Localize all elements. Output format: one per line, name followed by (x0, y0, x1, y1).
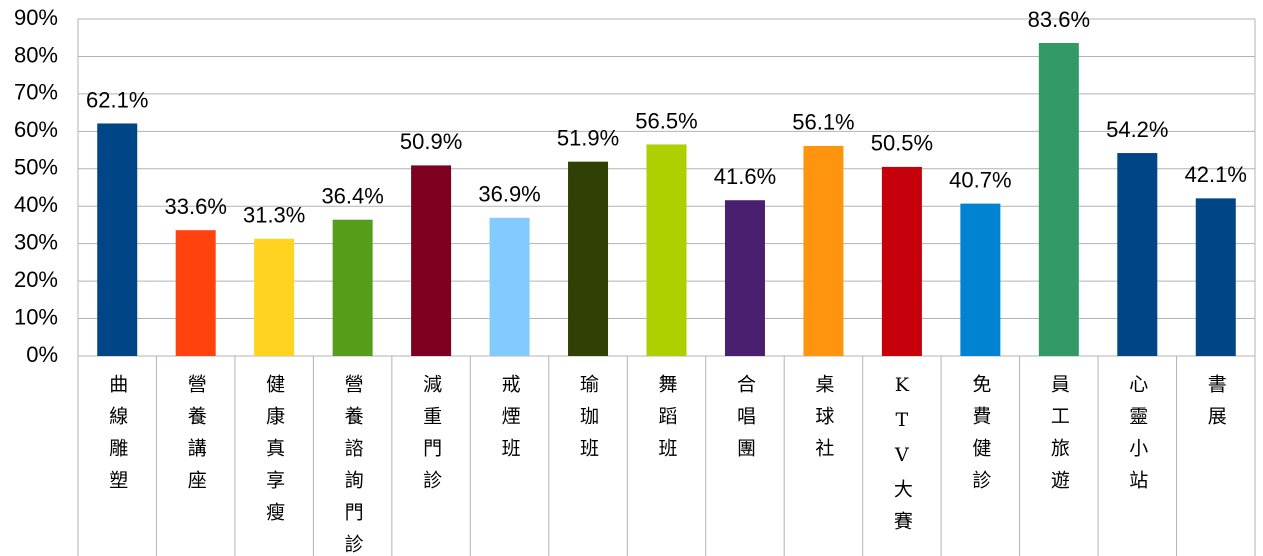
x-tick-label: 免費健診 (969, 374, 991, 502)
bar (1117, 153, 1158, 356)
value-label: 36.9% (478, 182, 540, 207)
bar (411, 165, 452, 356)
y-tick-label: 50% (14, 155, 58, 180)
bar (97, 123, 138, 356)
y-tick-label: 90% (14, 5, 58, 30)
y-tick-label: 40% (14, 192, 58, 217)
x-tick-label: 舞蹈班 (656, 374, 678, 470)
x-tick-label: 戒煙班 (499, 374, 521, 470)
bar (960, 203, 1001, 356)
x-tick-label: 書展 (1205, 374, 1227, 438)
value-label: 51.9% (557, 125, 619, 150)
bar (803, 145, 844, 356)
value-label: 83.6% (1028, 7, 1090, 32)
value-label: 36.4% (321, 184, 383, 209)
bar (1195, 198, 1236, 356)
x-tick-label: 桌球社 (812, 374, 834, 470)
x-tick-label: 健康真享瘦 (263, 374, 285, 534)
value-label: 42.1% (1185, 162, 1247, 187)
bar (646, 144, 687, 356)
value-label: 40.7% (949, 167, 1011, 192)
value-label: 41.6% (714, 164, 776, 189)
value-label: 50.9% (400, 129, 462, 154)
value-label: 56.5% (635, 108, 697, 133)
y-tick-label: 0% (26, 342, 58, 367)
x-tick-label: 瑜珈班 (577, 374, 599, 470)
bar (724, 200, 765, 356)
bar (568, 161, 609, 356)
y-tick-label: 20% (14, 267, 58, 292)
bar (175, 230, 216, 356)
y-tick-label: 80% (14, 42, 58, 67)
y-tick-label: 70% (14, 80, 58, 105)
value-label: 31.3% (243, 203, 305, 228)
value-label: 50.5% (871, 131, 933, 156)
x-tick-label: 營養講座 (185, 374, 207, 502)
x-tick-label: 員工旅遊 (1048, 374, 1070, 502)
bar (881, 166, 922, 356)
x-tick-label: KTV大賽 (891, 374, 913, 543)
bar (332, 219, 373, 356)
y-tick-label: 10% (14, 304, 58, 329)
y-tick-label: 60% (14, 117, 58, 142)
value-label: 54.2% (1106, 117, 1168, 142)
bar (489, 217, 530, 356)
y-tick-label: 30% (14, 229, 58, 254)
x-tick-label: 減重門診 (420, 374, 442, 502)
x-tick-label: 曲線雕塑 (106, 374, 128, 502)
x-tick-label: 心靈小站 (1126, 374, 1148, 502)
x-tick-label: 營養諮詢門診 (342, 374, 364, 556)
x-tick-label: 合唱團 (734, 374, 756, 470)
value-label: 62.1% (86, 87, 148, 112)
value-label: 33.6% (165, 194, 227, 219)
bar (254, 238, 295, 356)
bar (1038, 42, 1079, 356)
value-label: 56.1% (792, 110, 854, 135)
